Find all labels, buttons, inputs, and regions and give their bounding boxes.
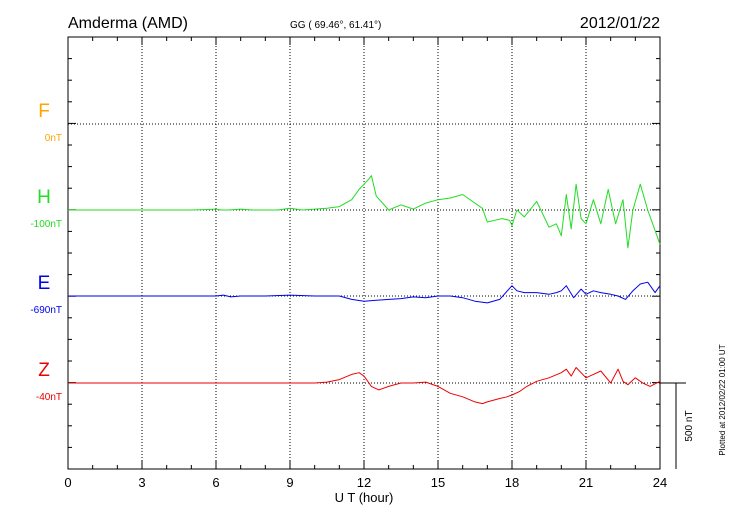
coordinates-label: GG ( 69.46°, 61.41°) [290, 20, 381, 31]
x-tick-label: 12 [357, 475, 371, 490]
x-tick-label: 0 [64, 475, 71, 490]
x-tick-label: 21 [579, 475, 593, 490]
channel-baseline-z: -40nT [36, 392, 62, 403]
x-tick-label: 24 [653, 475, 667, 490]
trace-z [68, 367, 661, 405]
trace-h [68, 175, 661, 249]
grid-lines [68, 37, 660, 469]
x-tick-label: 6 [212, 475, 219, 490]
plotted-timestamp: Plotted at 2012/02/22 01:00 UT [718, 344, 727, 455]
x-tick-labels: 0 3 6 9 12 15 18 21 24 [64, 475, 667, 490]
channel-baseline-e: -690nT [30, 305, 62, 316]
trace-lines [68, 175, 661, 405]
channel-baseline-h: -100nT [30, 219, 62, 230]
scale-bar-label: 500 nT [684, 410, 695, 441]
trace-e [68, 281, 661, 304]
x-tick-label: 15 [431, 475, 445, 490]
channel-baseline-f: 0nT [45, 133, 62, 144]
scale-bar: 500 nT [660, 382, 695, 469]
x-axis-label: U T (hour) [335, 490, 394, 505]
x-tick-label: 9 [286, 475, 293, 490]
channel-name-f: F [38, 101, 50, 122]
x-tick-label: 3 [138, 475, 145, 490]
x-tick-label: 18 [505, 475, 519, 490]
channel-name-h: H [37, 187, 51, 208]
station-title: Amderma (AMD) [68, 15, 188, 32]
channel-labels: F 0nT H -100nT E -690nT Z -40nT [30, 101, 62, 403]
date-label: 2012/01/22 [580, 15, 660, 32]
channel-name-z: Z [38, 360, 50, 381]
channel-name-e: E [38, 273, 51, 294]
